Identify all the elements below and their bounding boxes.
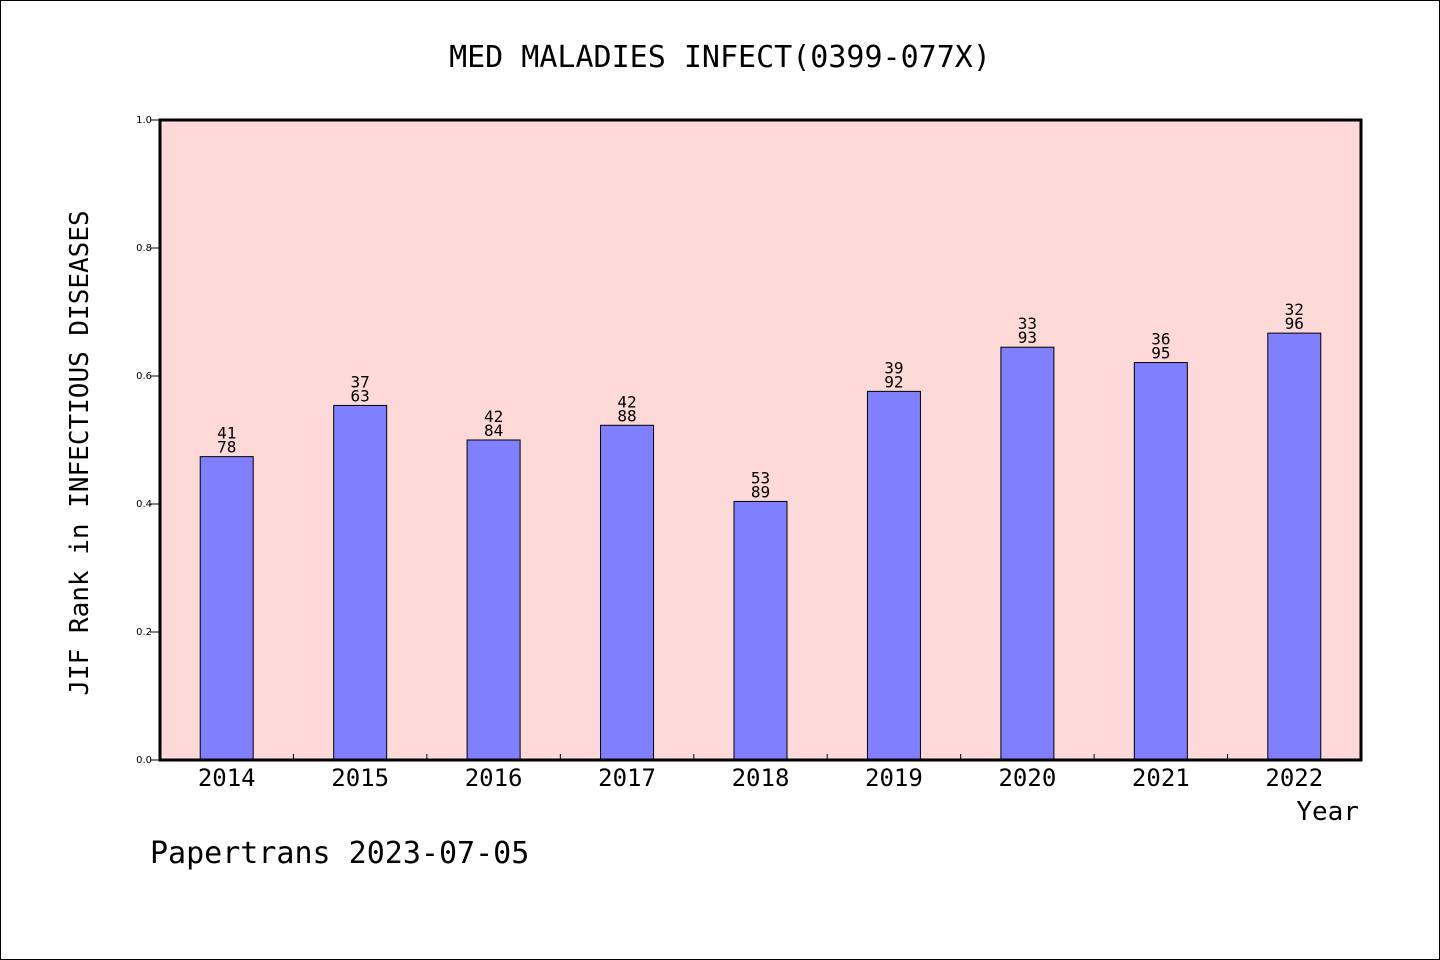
chart-title: MED MALADIES INFECT(0399-077X): [449, 40, 991, 75]
bar-label-top: 36: [1151, 330, 1170, 349]
bar: [466, 439, 521, 761]
bars: [199, 332, 1322, 761]
bar-label-bottom: 95: [1151, 344, 1170, 363]
bar-label-bottom: 63: [351, 386, 370, 405]
bar: [1267, 332, 1322, 761]
bar-label-bottom: 78: [217, 438, 236, 457]
bar: [333, 404, 388, 761]
bar-label-top: 37: [351, 372, 370, 391]
bar-label-bottom: 88: [617, 406, 636, 425]
bar: [866, 390, 921, 761]
bar-label-bottom: 84: [484, 421, 503, 440]
x-tick-label: 2016: [465, 764, 523, 792]
bar: [733, 500, 788, 761]
bar: [1133, 362, 1188, 761]
bar-label-top: 41: [217, 424, 236, 443]
x-tick-label: 2020: [998, 764, 1056, 792]
x-tick-label: 2014: [198, 764, 256, 792]
y-tick-label: 0.2: [136, 627, 152, 638]
bar: [1000, 346, 1055, 761]
x-axis-label: Year: [1296, 797, 1359, 827]
bar-label-top: 32: [1285, 300, 1304, 319]
x-tick-label: 2022: [1265, 764, 1323, 792]
bar: [600, 424, 655, 761]
bar-label-bottom: 96: [1285, 314, 1304, 333]
bar-label-bottom: 93: [1018, 328, 1037, 347]
bar-label-top: 42: [617, 392, 636, 411]
footer-credit: Papertrans 2023-07-05: [150, 836, 529, 871]
bar-label-top: 53: [751, 468, 770, 487]
y-tick-label: 0.6: [136, 371, 152, 382]
x-tick-label: 2021: [1132, 764, 1190, 792]
bar-label-top: 33: [1018, 314, 1037, 333]
x-axis: 2014 2015 2016 2017 2018 2019 2020 2021 2022: [198, 754, 1323, 792]
y-tick-label: 0.4: [136, 499, 152, 510]
x-tick-label: 2018: [732, 764, 790, 792]
plot-border: [158, 118, 1363, 762]
bar-label-bottom: 89: [751, 482, 770, 501]
x-tick-label: 2017: [598, 764, 656, 792]
bar-label-top: 39: [884, 358, 903, 377]
y-axis-label: JIF Rank in INFECTIOUS DISEASES: [65, 210, 95, 695]
x-tick-label: 2015: [331, 764, 389, 792]
y-axis: 0.0 0.2 0.4 0.6 0.8 1.0: [136, 115, 160, 766]
bar: [199, 456, 254, 761]
y-tick-label: 1.0: [136, 115, 152, 126]
bar-label-bottom: 92: [884, 372, 903, 391]
x-tick-label: 2019: [865, 764, 923, 792]
y-tick-label: 0.8: [136, 243, 152, 254]
y-tick-label: 0.0: [136, 755, 152, 766]
bar-label-top: 42: [484, 407, 503, 426]
